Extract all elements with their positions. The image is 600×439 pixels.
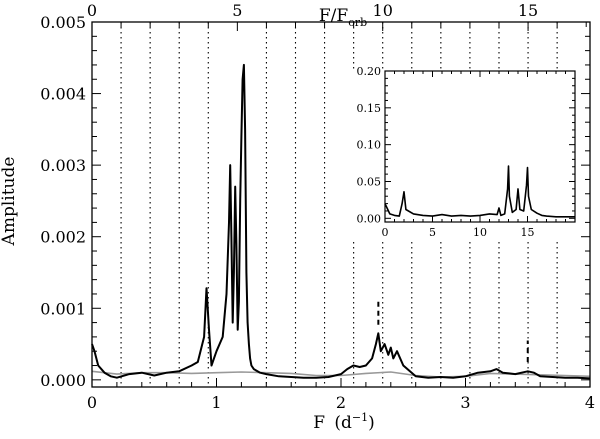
inset-plot-frame — [384, 70, 576, 223]
x-tick-label: 0 — [87, 393, 97, 412]
x-axis-title-exp: −1 — [352, 411, 368, 424]
x-tick-label: 2 — [336, 393, 346, 412]
inset-x-tick-label: 5 — [429, 226, 436, 239]
inset-spectrum-line — [384, 165, 575, 218]
top-axis-title: F/Forb — [319, 6, 367, 29]
inset-x-tick-labels: 0 5 10 15 — [382, 226, 535, 239]
inset-y-tick-labels: 0.00 0.05 0.10 0.15 0.20 — [357, 65, 382, 225]
inset-plot: 0 5 10 15 0.00 0.05 0.10 0.15 0.20 — [347, 65, 579, 240]
x-tick-label: 4 — [585, 393, 595, 412]
inset-background — [347, 71, 579, 240]
inset-x-tick-label: 0 — [382, 226, 389, 239]
top-tick-label: 5 — [232, 1, 242, 20]
y-tick-label: 0.001 — [40, 299, 86, 318]
x-tick-label: 1 — [211, 393, 221, 412]
x-axis-title: F (d−1) — [313, 411, 375, 433]
inset-series-group — [384, 165, 575, 218]
y-tick-label: 0.000 — [40, 371, 86, 390]
main-y-tick-labels: 0.000 0.001 0.002 0.003 0.004 0.005 — [40, 13, 86, 390]
top-axis-title-main: F/F — [319, 6, 349, 26]
main-plot-frame — [91, 21, 591, 388]
x-axis-title-close: ) — [368, 413, 375, 433]
x-axis-title-unit: (d — [334, 413, 352, 433]
main-series-group — [91, 63, 591, 380]
y-tick-label: 0.003 — [40, 156, 86, 175]
inset-axis-ticks — [384, 70, 576, 222]
inset-y-tick-label: 0.20 — [357, 65, 382, 78]
x-axis-title-var: F — [313, 413, 325, 433]
inset-x-tick-label: 10 — [473, 226, 487, 239]
y-axis-title: Amplitude — [0, 157, 19, 247]
top-tick-label: 0 — [87, 1, 97, 20]
marker-group — [377, 301, 529, 362]
y-tick-label: 0.002 — [40, 228, 86, 247]
top-tick-label: 10 — [373, 1, 393, 20]
inset-y-tick-label: 0.10 — [357, 139, 382, 152]
top-axis-title-sub: orb — [348, 16, 367, 29]
x-tick-label: 3 — [460, 393, 470, 412]
inset-y-tick-label: 0.15 — [357, 102, 382, 115]
top-tick-label: 15 — [518, 1, 538, 20]
inset-x-tick-label: 15 — [521, 226, 535, 239]
main-x-tick-labels: 0 1 2 3 4 — [87, 393, 595, 412]
inset-y-tick-label: 0.00 — [357, 212, 382, 225]
y-tick-label: 0.005 — [40, 13, 86, 32]
y-tick-label: 0.004 — [40, 85, 86, 104]
inset-y-tick-label: 0.05 — [357, 175, 382, 188]
amplitude-spectrum-line — [91, 63, 591, 380]
main-top-tick-labels: 0 5 10 15 — [87, 1, 538, 20]
